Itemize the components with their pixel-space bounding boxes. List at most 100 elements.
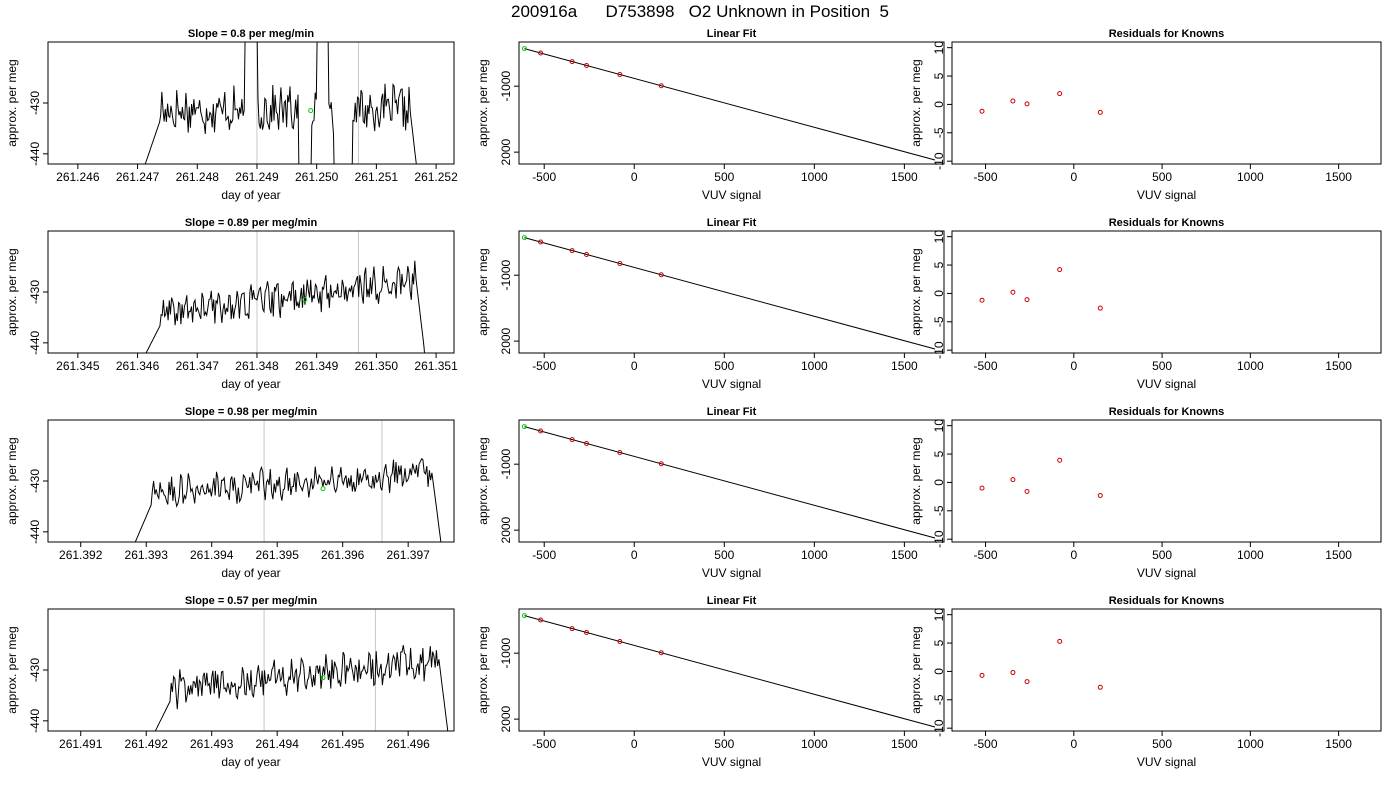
known-point [538,617,544,623]
known-point [617,72,623,78]
x-tick-label: 261.347 [176,359,220,373]
x-tick-label: 0 [1070,548,1077,562]
y-tick-label: 0 [932,290,946,297]
time-series-4-plot-area [154,609,449,731]
y-axis-label: approx. per meg [476,248,490,335]
linear-fit-4: Linear Fit VUV signal approx. per meg -500 0… [476,595,945,769]
known-point [584,629,590,635]
known-point [617,261,623,267]
y-tick-label: -5 [932,505,946,516]
x-tick-label: 261.250 [295,170,339,184]
x-tick-label: 500 [714,170,734,184]
x-tick-label: 500 [714,548,734,562]
x-axis-label: VUV signal [1137,377,1196,391]
residual-point [1057,91,1063,97]
panel-title: Slope = 0.89 per meg/min [185,217,318,229]
x-tick-label: 261.247 [116,170,160,184]
y-axis-label: approx. per meg [476,437,490,524]
x-tick-label: 261.393 [125,548,169,562]
known-point [538,50,544,56]
linear-fit-4-plot-area [521,613,936,728]
x-tick-label: 261.492 [125,737,169,751]
panel-title: Slope = 0.98 per meg/min [185,406,318,418]
residual-point [1024,488,1030,494]
y-axis-label: approx. per meg [476,626,490,713]
y-axis-label: approx. per meg [5,248,19,335]
y-axis-label: approx. per meg [909,248,923,335]
x-tick-label: 500 [1152,359,1172,373]
x-tick-label: 1500 [891,548,918,562]
plot-frame [47,41,455,165]
x-tick-label: -500 [532,548,556,562]
plot-frame [951,608,1382,732]
time-series-2: Slope = 0.89 per meg/min day of year appro… [5,217,458,391]
x-tick-label: 1000 [801,737,828,751]
x-axis-label: VUV signal [702,377,761,391]
x-tick-label: 1000 [1237,737,1264,751]
y-tick-label: -1000 [499,71,513,102]
y-tick-label: 0 [932,668,946,675]
y-axis-label: approx. per meg [5,626,19,713]
residuals-3: Residuals for Knowns VUV signal approx. pe… [909,406,1382,580]
y-tick-label: 10 [932,230,946,244]
known-point [569,59,575,65]
y-tick-label: 5 [932,261,946,268]
x-tick-label: 500 [1152,737,1172,751]
panel-title: Linear Fit [707,28,757,40]
unknown-point-marker [521,235,527,241]
figure-title: 200916a D753898 O2 Unknown in Position 5 [510,2,890,21]
x-tick-label: 1500 [1325,548,1352,562]
panel-title: Residuals for Knowns [1109,217,1225,229]
unknown-point-marker [521,424,527,430]
residual-point [1010,98,1016,104]
x-axis-label: VUV signal [702,566,761,580]
fit-line [524,426,936,539]
time-series-line [154,645,449,731]
x-tick-label: 261.350 [355,359,399,373]
plot-frame [951,41,1382,165]
residuals-4: Residuals for Knowns VUV signal approx. pe… [909,595,1382,769]
x-tick-label: 261.349 [295,359,339,373]
x-axis-label: VUV signal [1137,755,1196,769]
y-tick-label: 10 [932,608,946,622]
plot-frame [951,230,1382,354]
x-tick-label: 500 [714,737,734,751]
x-tick-label: 261.252 [414,170,458,184]
fit-line [524,237,936,350]
x-tick-label: -500 [532,737,556,751]
x-tick-label: -500 [974,170,998,184]
x-tick-label: 1500 [891,359,918,373]
y-tick-label: 0 [932,479,946,486]
y-tick-label: -1000 [499,260,513,291]
y-tick-label: -5 [932,316,946,327]
time-series-3-plot-area [134,420,442,542]
known-point [569,248,575,254]
x-tick-label: 0 [631,737,638,751]
y-axis-label: approx. per meg [5,437,19,524]
residual-point [1097,684,1103,690]
x-axis-label: VUV signal [1137,566,1196,580]
x-tick-label: 1000 [1237,548,1264,562]
x-tick-label: 500 [1152,548,1172,562]
unknown-point-marker [302,297,308,303]
known-point [584,62,590,68]
x-tick-label: 1500 [1325,170,1352,184]
plot-frame [47,230,455,354]
x-tick-label: 261.392 [59,548,103,562]
x-tick-label: 1500 [891,170,918,184]
plot-frame [47,608,455,732]
known-point [658,83,664,89]
y-tick-label: -440 [28,520,42,544]
x-tick-label: 500 [1152,170,1172,184]
known-point [658,461,664,467]
residual-point [1010,477,1016,483]
y-tick-label: 10 [932,419,946,433]
linear-fit-2-plot-area [521,235,936,350]
residual-point [1010,670,1016,676]
y-tick-label: -440 [28,331,42,355]
known-point [569,437,575,443]
unknown-point-marker [521,613,527,619]
x-tick-label: 1500 [1325,737,1352,751]
unknown-point-marker [521,46,527,52]
x-tick-label: 1500 [891,737,918,751]
